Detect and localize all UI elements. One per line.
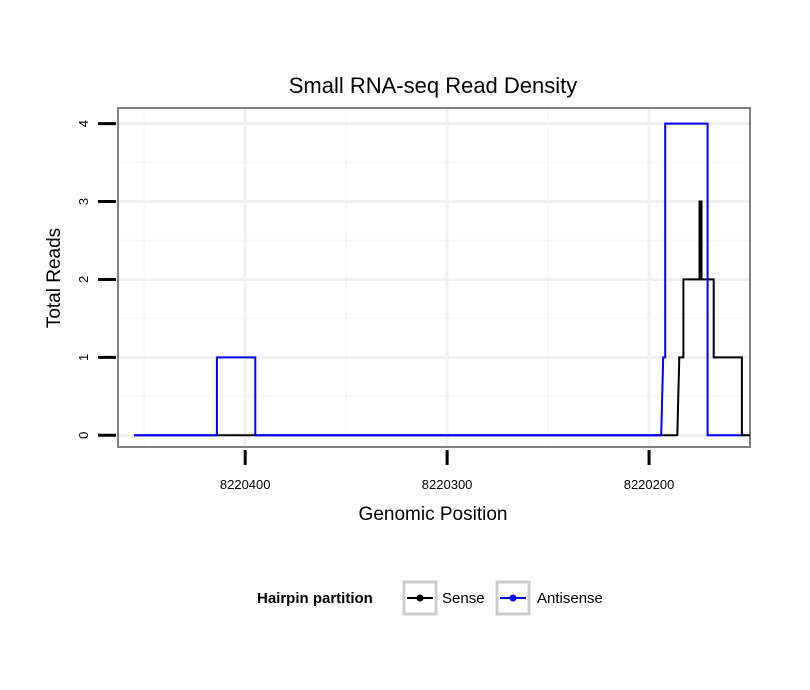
x-tick-label: 8220200 [624,477,675,492]
x-tick-label: 8220400 [220,477,271,492]
series-group [134,122,750,437]
grid [118,108,750,447]
x-axis: 8220400 8220300 8220200 [220,450,674,492]
y-tick-label: 2 [76,276,91,283]
y-tick-label: 1 [76,354,91,361]
legend-dot-sense [416,594,424,602]
legend-title: Hairpin partition [257,590,373,607]
x-tick-label: 8220300 [422,477,473,492]
y-axis-title: Total Reads [44,228,65,328]
series-line-antisense [134,122,742,437]
series-line-sense [134,200,750,437]
y-axis: 0 1 2 3 4 [76,120,116,439]
y-tick-label: 4 [76,120,91,127]
legend-label-sense: Sense [442,590,485,607]
chart-title: Small RNA-seq Read Density [289,73,578,98]
legend: Hairpin partition Sense Antisense [257,580,603,616]
x-axis-title: Genomic Position [359,504,508,525]
legend-item-sense: Sense [402,580,485,616]
plot-panel-border [117,107,751,448]
legend-item-antisense: Antisense [495,580,603,616]
y-tick-label: 0 [76,432,91,439]
legend-label-antisense: Antisense [537,590,603,607]
legend-dot-antisense [509,594,517,602]
y-tick-label: 3 [76,198,91,205]
